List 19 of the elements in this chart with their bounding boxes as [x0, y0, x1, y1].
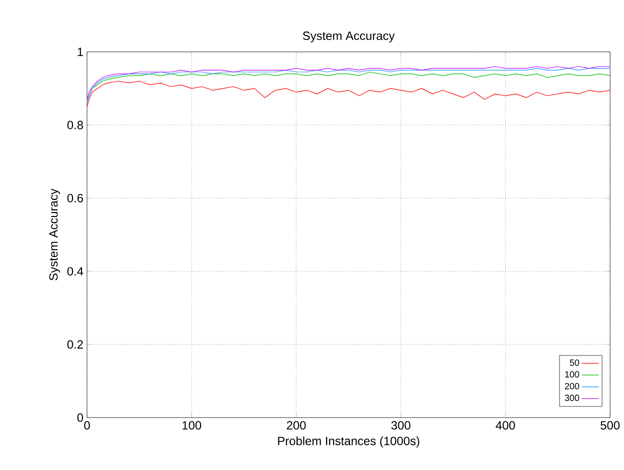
x-tick-label: 300: [391, 421, 410, 430]
y-axis-title: System Accuracy: [49, 188, 60, 280]
y-tick-label: 0: [77, 413, 84, 422]
x-tick-label: 0: [84, 421, 90, 430]
legend-label: 300: [564, 394, 580, 402]
x-tick-label: 200: [286, 421, 306, 430]
y-tick-label: 0.8: [67, 120, 83, 130]
y-tick-label: 0.4: [67, 267, 84, 276]
y-tick-label: 0.6: [67, 194, 83, 202]
x-tick-label: 400: [496, 421, 515, 430]
legend-label: 200: [564, 382, 580, 390]
chart-title: System Accuracy: [302, 32, 395, 42]
legend-label: 100: [565, 371, 580, 378]
y-tick-label: 0.2: [67, 340, 83, 349]
x-axis-title: Problem Instances (1000s): [278, 436, 420, 448]
x-tick-label: 100: [182, 421, 202, 430]
y-tick-label: 1: [78, 48, 83, 56]
x-tick-label: 500: [600, 421, 620, 430]
legend-label: 50: [570, 359, 580, 366]
